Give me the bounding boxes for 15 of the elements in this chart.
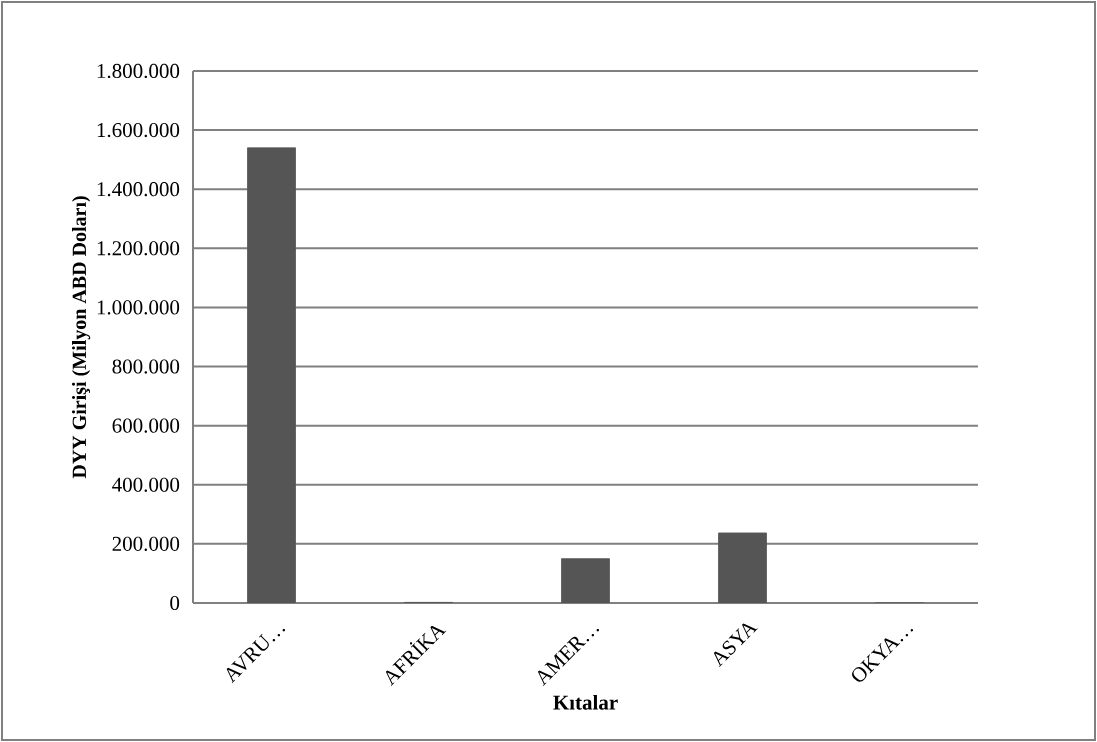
- y-tick-label: 800.000: [112, 359, 180, 374]
- bar: [247, 147, 296, 603]
- x-axis-title: Kıtalar: [553, 694, 618, 710]
- y-tick-label: 1.200.000: [97, 241, 180, 256]
- y-tick-label: 1.800.000: [97, 63, 180, 79]
- y-tick-label: 1.000.000: [97, 300, 180, 315]
- y-axis-title: DYY Girişi (Milyon ABD Doları): [71, 196, 91, 479]
- bar: [718, 532, 767, 603]
- y-tick-label: 1.600.000: [97, 122, 180, 138]
- y-tick-label: 600.000: [112, 418, 180, 433]
- y-tick-label: 1.400.000: [97, 182, 180, 197]
- y-tick-label: 400.000: [112, 477, 180, 492]
- bar: [561, 558, 610, 603]
- y-tick-label: 200.000: [112, 536, 180, 551]
- y-tick-label: 0: [170, 595, 180, 611]
